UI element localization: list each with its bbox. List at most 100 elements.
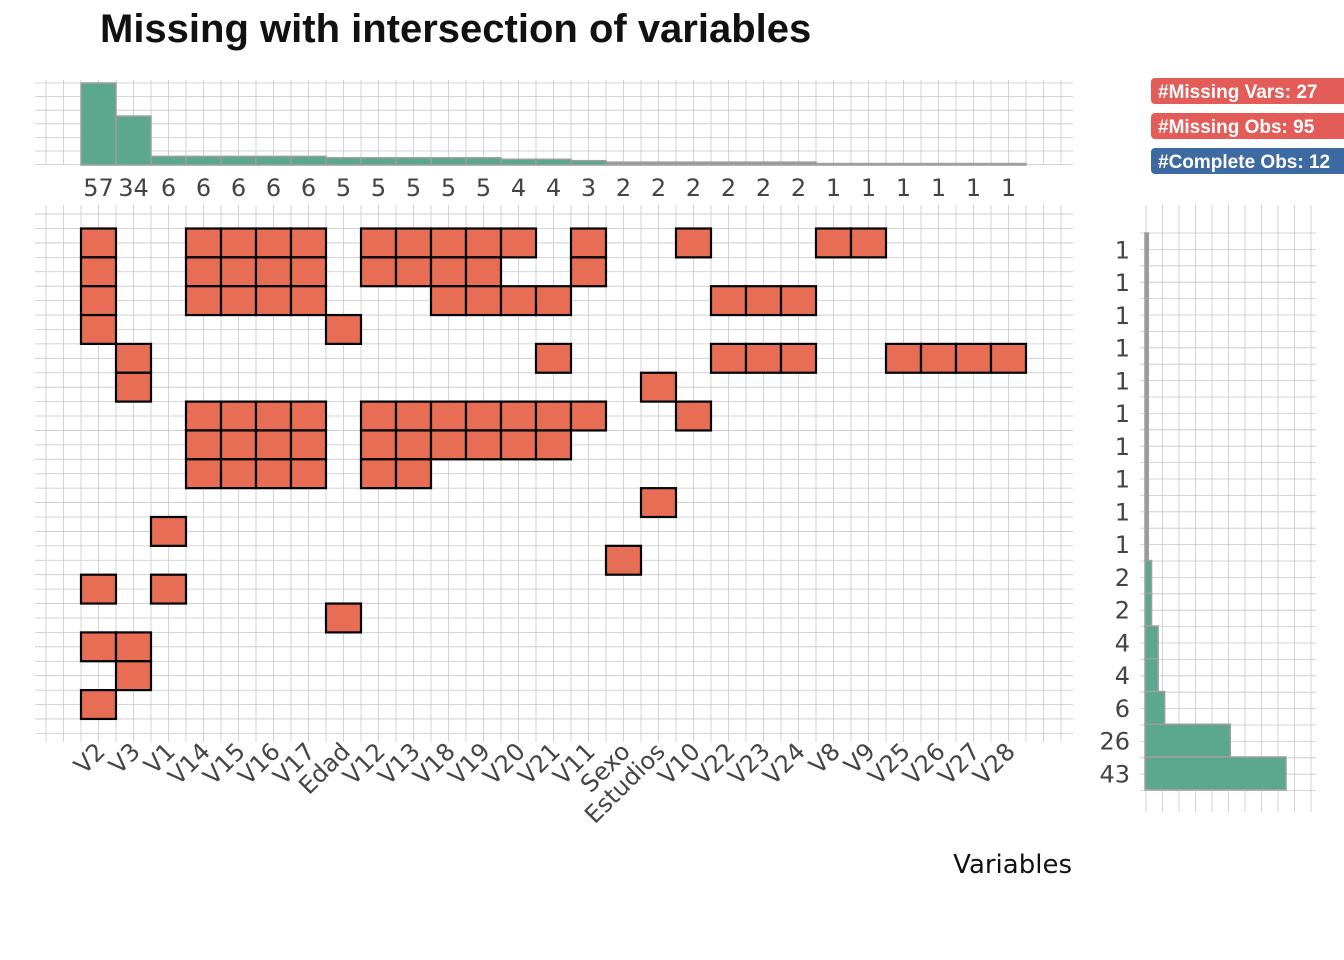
- missing-cell-v19-row-1: [464, 227, 503, 259]
- missing-cell-v16-row-7: [254, 400, 293, 432]
- combination-count-label-row-7: 1: [1115, 433, 1130, 461]
- missing-bar-v2: [80, 82, 117, 166]
- missing-cell-v3-row-6: [114, 371, 153, 403]
- side-panel-grid: [1140, 205, 1316, 812]
- x-tick-labels: V2V3V1V14V15V16V17EdadV12V13V18V19V20V21…: [69, 737, 1021, 828]
- combination-count-label-row-2: 1: [1115, 269, 1130, 297]
- missing-bar-v19: [465, 157, 502, 166]
- missing-cell-v13-row-8: [394, 429, 433, 461]
- combination-bar-row-13: [1144, 625, 1159, 660]
- legend-badge-label: #Missing Obs: 95: [1158, 117, 1315, 138]
- combination-bar-row-7: [1144, 428, 1150, 463]
- missing-pattern-matrix: V2V3V1V14V15V16V17EdadV12V13V18V19V20V21…: [35, 205, 1073, 829]
- missing-bar-v18: [430, 157, 467, 166]
- missing-cell-v28-row-5: [989, 342, 1028, 374]
- missing-cell-v2-row-17: [79, 688, 118, 721]
- legend-badge-3: #Complete Obs: 12: [1151, 148, 1344, 174]
- missing-cell-v1-row-11: [149, 515, 188, 547]
- combination-count-label-row-15: 6: [1115, 695, 1130, 723]
- missing-cell-v27-row-5: [954, 342, 993, 374]
- missing-bar-v17: [290, 155, 327, 166]
- missing-cell-v19-row-3: [464, 285, 503, 317]
- missing-count-label-v19: 5: [476, 174, 491, 202]
- missing-cell-v12-row-2: [359, 256, 398, 288]
- legend-badge-background: [1151, 113, 1344, 139]
- missing-cell-v25-row-5: [884, 342, 923, 374]
- missing-count-label-v1: 6: [161, 174, 176, 202]
- combination-bar-row-16: [1144, 723, 1232, 758]
- combination-count-label-row-13: 4: [1115, 629, 1130, 657]
- missing-cell-v16-row-9: [254, 458, 293, 490]
- missing-cell-v14-row-7: [184, 400, 223, 432]
- missing-cell-v19-row-8: [464, 429, 503, 461]
- missing-count-label-v2: 57: [83, 174, 114, 202]
- missing-count-label-v11: 3: [581, 174, 596, 202]
- missing-count-label-v25: 1: [896, 174, 911, 202]
- missing-count-label-v12: 5: [371, 174, 386, 202]
- missing-cell-v20-row-3: [499, 285, 538, 317]
- missing-cell-v10-row-1: [674, 227, 713, 259]
- x-tick-label-v24: V24: [758, 737, 811, 790]
- missing-cell-v14-row-8: [184, 429, 223, 461]
- missing-bar-v28: [990, 162, 1027, 166]
- legend-badge-1: #Missing Vars: 27: [1151, 78, 1344, 104]
- combination-bar-row-17: [1144, 756, 1287, 791]
- missing-cell-v15-row-1: [219, 227, 258, 259]
- missing-cell-v2-row-2: [79, 256, 118, 288]
- missing-cell-v17-row-8: [289, 429, 328, 461]
- missing-cell-v1-row-13: [149, 573, 188, 605]
- missing-bar-v27: [955, 162, 992, 166]
- combination-bar-row-2: [1144, 265, 1150, 300]
- missing-count-label-v27: 1: [966, 174, 981, 202]
- combination-count-label-row-6: 1: [1115, 400, 1130, 428]
- legend-badge-label: #Complete Obs: 12: [1158, 152, 1330, 173]
- missing-count-label-v28: 1: [1001, 174, 1016, 202]
- legend-badge-label: #Missing Vars: 27: [1158, 82, 1317, 103]
- missing-count-label-v3: 34: [118, 174, 149, 202]
- variable-missing-count-labels: 57 34 6 6 6 6 6 5 5 5 5 5 4 4 3 2 2 2 2 2 2 1 1 1 1 1 1: [83, 174, 1016, 202]
- missing-bar-v26: [920, 162, 957, 166]
- missing-cell-v20-row-7: [499, 400, 538, 432]
- missing-cell-v15-row-8: [219, 429, 258, 461]
- legend: #Missing Vars: 27 #Missing Obs: 95 #Comple…: [1151, 78, 1344, 174]
- missing-cell-v18-row-2: [429, 256, 468, 288]
- combination-count-label-row-4: 1: [1115, 335, 1130, 363]
- legend-badge-background: [1151, 148, 1344, 174]
- missing-cell-v16-row-2: [254, 256, 293, 288]
- missing-cell-v3-row-15: [114, 631, 153, 663]
- missing-cell-v15-row-9: [219, 458, 258, 490]
- missing-cell-v16-row-3: [254, 285, 293, 317]
- missing-cell-v24-row-5: [779, 342, 818, 374]
- missing-cell-v11-row-7: [569, 400, 608, 432]
- missing-cell-v3-row-16: [114, 660, 153, 692]
- missing-cell-v24-row-3: [779, 285, 818, 317]
- combination-count-label-row-9: 1: [1115, 498, 1130, 526]
- missing-cell-estudios-row-6: [639, 371, 678, 403]
- combination-bar-row-9: [1144, 494, 1150, 529]
- missing-bar-v1: [150, 155, 187, 166]
- missing-count-label-v18: 5: [441, 174, 456, 202]
- missing-cell-v12-row-7: [359, 400, 398, 432]
- combination-bar-row-15: [1144, 690, 1166, 725]
- missing-cells: [79, 227, 1028, 721]
- missing-cell-v14-row-2: [184, 256, 223, 288]
- missing-count-label-v21: 4: [546, 174, 561, 202]
- missing-cell-v3-row-5: [114, 342, 153, 374]
- missing-cell-v19-row-2: [464, 256, 503, 288]
- missing-bar-sexo: [605, 161, 642, 166]
- missing-count-label-v24: 2: [791, 174, 806, 202]
- combination-bar-row-14: [1144, 658, 1159, 693]
- missing-cell-v9-row-1: [849, 227, 888, 259]
- missing-cell-v13-row-2: [394, 256, 433, 288]
- missing-count-label-v16: 6: [266, 174, 281, 202]
- missing-cell-v8-row-1: [814, 227, 853, 259]
- missing-cell-v17-row-1: [289, 227, 328, 259]
- missing-bar-v21: [535, 158, 572, 166]
- missing-cell-v16-row-1: [254, 227, 293, 259]
- missing-cell-v15-row-2: [219, 256, 258, 288]
- missing-cell-v19-row-7: [464, 400, 503, 432]
- missing-bar-v3: [115, 115, 152, 166]
- missing-cell-edad-row-4: [324, 313, 363, 345]
- missing-count-label-v10: 2: [686, 174, 701, 202]
